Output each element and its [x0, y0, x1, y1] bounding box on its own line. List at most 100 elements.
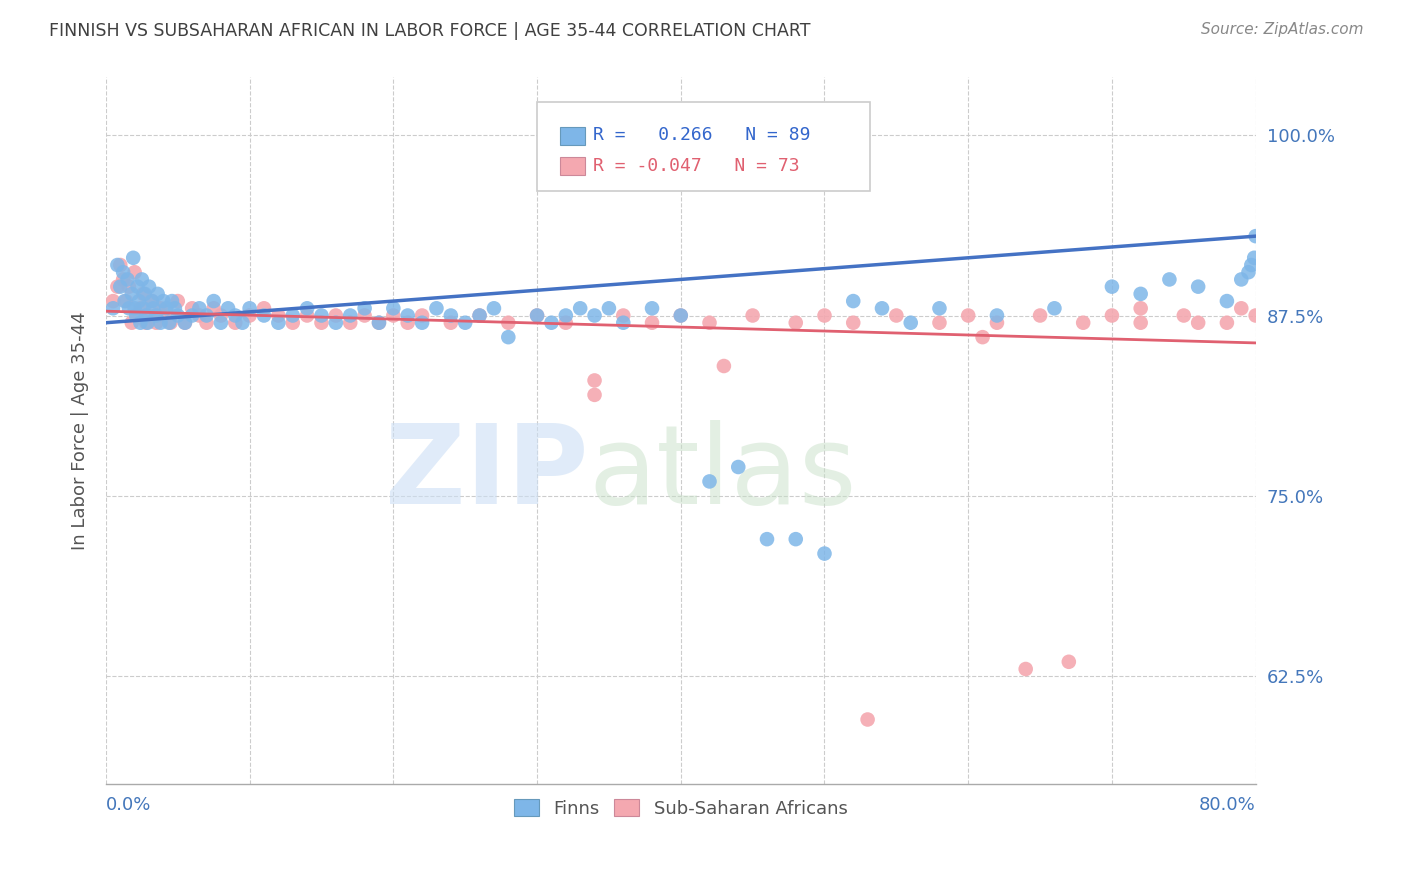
Point: [1057, 655, 1080, 669]
Point: [202, 294, 225, 309]
Point: [1244, 309, 1267, 323]
Point: [583, 388, 606, 402]
Point: [1230, 272, 1253, 286]
Point: [1216, 294, 1239, 309]
Point: [166, 294, 188, 309]
Point: [155, 301, 177, 316]
Point: [101, 301, 124, 316]
Point: [115, 294, 138, 309]
Text: R =   0.266   N = 89: R = 0.266 N = 89: [593, 127, 811, 145]
Point: [756, 532, 779, 546]
Point: [253, 309, 276, 323]
Point: [135, 316, 157, 330]
Point: [101, 294, 124, 309]
Point: [554, 309, 576, 323]
Point: [127, 309, 149, 323]
Point: [131, 272, 153, 286]
Point: [202, 301, 225, 316]
Point: [928, 301, 950, 316]
Point: [107, 258, 129, 272]
Point: [145, 316, 167, 330]
Point: [842, 294, 865, 309]
Point: [114, 294, 136, 309]
Text: atlas: atlas: [589, 420, 858, 527]
Point: [188, 309, 211, 323]
Point: [1015, 662, 1038, 676]
Point: [1243, 251, 1265, 265]
Point: [641, 316, 664, 330]
Point: [195, 309, 218, 323]
Point: [1129, 286, 1152, 301]
Point: [128, 294, 150, 309]
Point: [339, 309, 361, 323]
Point: [325, 309, 347, 323]
Point: [641, 301, 664, 316]
Point: [132, 301, 155, 316]
Point: [540, 316, 562, 330]
Y-axis label: In Labor Force | Age 35-44: In Labor Force | Age 35-44: [72, 311, 89, 550]
Point: [124, 265, 146, 279]
Point: [181, 301, 204, 316]
Point: [727, 460, 749, 475]
Point: [163, 301, 186, 316]
Point: [146, 286, 169, 301]
Point: [174, 316, 197, 330]
Point: [368, 316, 391, 330]
Text: ZIP: ZIP: [385, 420, 589, 527]
Point: [813, 309, 835, 323]
Point: [132, 286, 155, 301]
Point: [1187, 279, 1209, 293]
Point: [149, 316, 172, 330]
Point: [1071, 316, 1094, 330]
Point: [295, 309, 318, 323]
Point: [160, 294, 183, 309]
Point: [1101, 279, 1123, 293]
Text: 80.0%: 80.0%: [1199, 796, 1256, 814]
Point: [325, 316, 347, 330]
Point: [181, 309, 204, 323]
Point: [440, 309, 463, 323]
Point: [118, 301, 141, 316]
Point: [1129, 301, 1152, 316]
Point: [411, 309, 433, 323]
Point: [110, 258, 132, 272]
Point: [498, 330, 520, 344]
Legend: Finns, Sub-Saharan Africans: Finns, Sub-Saharan Africans: [506, 792, 855, 825]
Point: [425, 301, 447, 316]
Point: [174, 316, 197, 330]
Point: [267, 316, 290, 330]
Point: [149, 301, 172, 316]
Point: [339, 316, 361, 330]
Point: [454, 316, 477, 330]
Point: [141, 294, 163, 309]
Point: [152, 294, 174, 309]
Point: [1216, 316, 1239, 330]
Point: [295, 301, 318, 316]
Point: [1159, 272, 1181, 286]
Point: [468, 309, 491, 323]
Point: [986, 316, 1008, 330]
Point: [598, 301, 620, 316]
Point: [110, 279, 132, 293]
Point: [1029, 309, 1052, 323]
Point: [311, 316, 333, 330]
Point: [281, 316, 304, 330]
Point: [121, 286, 143, 301]
Point: [353, 301, 375, 316]
FancyBboxPatch shape: [560, 127, 585, 145]
Point: [188, 301, 211, 316]
Point: [713, 359, 735, 373]
Point: [138, 279, 160, 293]
Point: [117, 272, 139, 286]
Text: FINNISH VS SUBSAHARAN AFRICAN IN LABOR FORCE | AGE 35-44 CORRELATION CHART: FINNISH VS SUBSAHARAN AFRICAN IN LABOR F…: [49, 22, 811, 40]
FancyBboxPatch shape: [537, 103, 870, 191]
Point: [382, 301, 405, 316]
Point: [166, 309, 188, 323]
Point: [267, 309, 290, 323]
Point: [239, 309, 262, 323]
Point: [281, 309, 304, 323]
Point: [554, 316, 576, 330]
Point: [127, 279, 149, 293]
Point: [152, 309, 174, 323]
Point: [928, 316, 950, 330]
